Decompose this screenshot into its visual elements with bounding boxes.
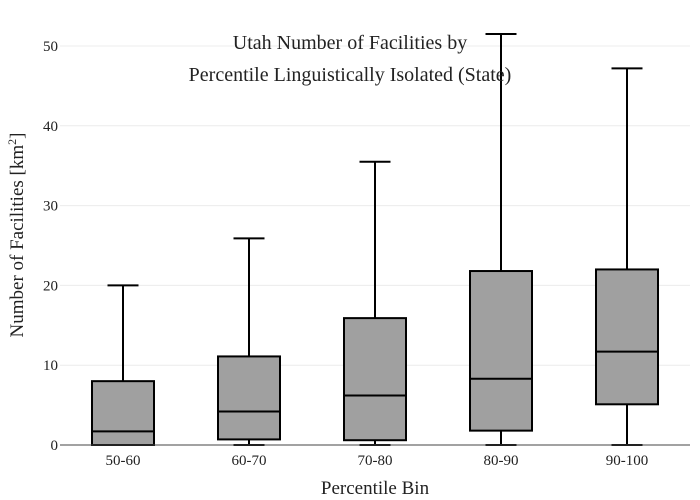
iqr-box <box>469 270 533 432</box>
y-tick-label: 10 <box>43 358 58 374</box>
chart-title-line-2: Percentile Linguistically Isolated (Stat… <box>189 64 512 86</box>
y-tick-label: 20 <box>43 278 58 294</box>
x-tick-labels: 50-60 60-70 70-80 80-90 90-100 <box>106 453 649 469</box>
iqr-box <box>217 355 281 441</box>
y-axis-title: Number of Facilities [km2] <box>5 133 28 338</box>
x-tick-label: 60-70 <box>232 453 267 469</box>
x-tick-label: 70-80 <box>358 453 393 469</box>
box-series <box>91 33 659 447</box>
iqr-box <box>91 380 155 447</box>
chart-title-line-1: Utah Number of Facilities by <box>233 32 467 54</box>
box-80-90 <box>469 33 533 446</box>
y-tick-labels: 0 10 20 30 40 50 <box>43 39 58 454</box>
y-tick-label: 40 <box>43 119 58 135</box>
iqr-box <box>343 317 407 442</box>
y-axis-title-superscript: 2 <box>5 139 19 145</box>
x-tick-label: 80-90 <box>484 453 519 469</box>
y-axis-title-main: Number of Facilities [km <box>7 145 28 338</box>
y-tick-label: 30 <box>43 199 58 215</box>
box-70-80 <box>343 160 407 446</box>
x-axis-title: Percentile Bin <box>321 478 430 499</box>
box-50-60 <box>91 284 155 447</box>
y-tick-label: 50 <box>43 39 58 55</box>
box-60-70 <box>217 237 281 446</box>
x-tick-label: 50-60 <box>106 453 141 469</box>
y-tick-label: 0 <box>51 438 59 454</box>
x-tick-label: 90-100 <box>606 453 649 469</box>
y-axis-title-close: ] <box>7 133 28 139</box>
box-90-100 <box>595 67 659 446</box>
iqr-box <box>595 268 659 406</box>
